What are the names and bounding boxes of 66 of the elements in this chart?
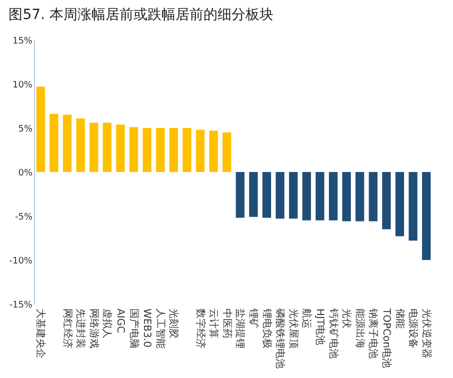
x-tick-label: 锂矿: [247, 308, 260, 328]
bar: [209, 130, 218, 172]
bar: [422, 172, 431, 260]
y-tick-label: 5%: [18, 124, 33, 134]
x-tick-label: 光伏屋顶: [287, 308, 300, 348]
x-tick-label: 钠离子电池: [367, 308, 380, 358]
bar: [90, 122, 98, 172]
x-tick-label: 云计算: [208, 308, 220, 338]
x-tick-label: 数字经济: [194, 308, 206, 348]
bar: [116, 124, 125, 172]
x-tick-label: 光伏逆变器: [420, 308, 432, 358]
x-tick-label: 航运: [300, 308, 313, 328]
bar: [356, 172, 364, 222]
x-tick-label: 能源出海: [354, 308, 366, 348]
x-tick-label: 虚拟人: [101, 308, 114, 338]
bar: [196, 130, 205, 172]
bar: [182, 128, 192, 172]
bar: [408, 172, 418, 241]
bar: [395, 172, 404, 236]
bar: [276, 172, 284, 219]
bar: [316, 172, 324, 220]
x-tick-label: 国产电脑: [128, 308, 140, 348]
x-tick-label: AIGC: [114, 308, 126, 334]
x-tick-label: WEB3.0: [141, 308, 152, 348]
x-tick-label: 钙钛矿电池: [327, 308, 340, 358]
x-tick-label: 网络游戏: [88, 308, 100, 348]
x-tick-label: HJT电池: [314, 308, 326, 346]
y-tick-label: 10%: [12, 80, 33, 90]
x-tick-label: 大基建央企: [34, 308, 47, 358]
bar: [156, 128, 165, 172]
bar: [342, 172, 351, 222]
bar: [76, 118, 85, 172]
bar: [129, 127, 138, 172]
bar: [169, 128, 178, 172]
bar: [36, 86, 45, 172]
x-tick-label: 光伏: [340, 308, 353, 328]
x-tick-label: 锂电负极: [260, 308, 273, 348]
x-tick-label: 电源设备: [407, 308, 420, 348]
x-tick-label: 网红经济: [61, 308, 74, 348]
x-tick-label: 磷酸铁锂电池: [274, 308, 286, 368]
bar: [382, 172, 391, 230]
bar: [262, 172, 272, 218]
x-tick-label: TOPCon电池: [380, 308, 392, 368]
y-tick-label: -5%: [14, 212, 33, 222]
bar: [50, 114, 58, 172]
x-tick-label: 人工智能: [154, 308, 166, 348]
bar: [236, 172, 244, 218]
bar: [302, 172, 311, 220]
bar: [142, 128, 152, 172]
x-tick-label: 盐湖提锂: [234, 308, 246, 348]
bar: [249, 172, 258, 217]
y-tick-label: 0%: [18, 168, 33, 178]
x-tick-label: 先进封装: [74, 308, 87, 348]
bar: [102, 122, 112, 172]
bar: [328, 172, 338, 220]
bar: [368, 172, 378, 222]
bar: [222, 132, 232, 172]
y-tick-label: -15%: [9, 300, 33, 310]
bar: [289, 172, 298, 219]
chart-title: 图57. 本周涨幅居前或跌幅居前的细分板块: [8, 7, 274, 23]
x-tick-label: 储能: [394, 308, 406, 328]
y-tick-label: -10%: [9, 256, 33, 266]
x-tick-label: 中医药: [220, 308, 233, 338]
x-tick-label: 光刻胶: [168, 308, 180, 338]
bar: [62, 114, 72, 172]
y-tick-label: 15%: [12, 36, 33, 46]
